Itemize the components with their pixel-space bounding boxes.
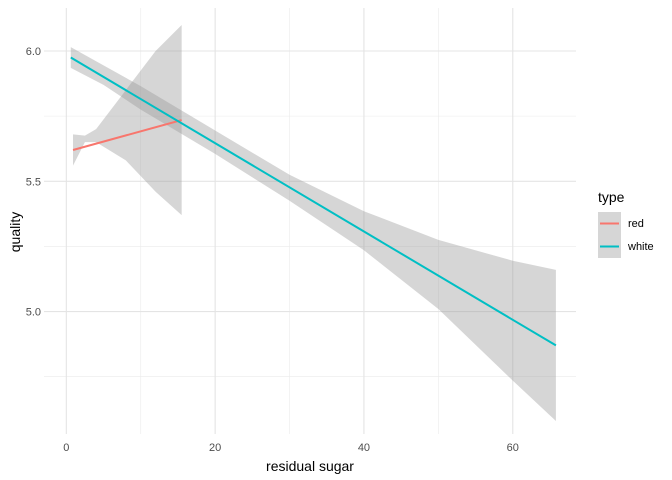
x-tick-label: 0 [63,442,69,454]
legend-items: red white [598,212,654,258]
confidence-band-white [70,47,556,421]
tick-labels: 0 20 40 60 5.0 5.5 6.0 [26,46,519,454]
grid-layer [44,8,576,434]
x-tick-label: 20 [209,442,221,454]
y-tick-label: 5.0 [26,307,41,319]
confidence-bands [70,24,556,421]
legend-label-red: red [628,218,644,230]
x-tick-label: 40 [358,442,370,454]
fit-lines [70,56,557,347]
legend-title: type [598,189,625,205]
confidence-band-red [73,24,182,216]
fit-line-white [70,56,557,347]
legend: type red white [598,189,654,258]
fit-line-red [72,119,182,151]
x-axis-title: residual sugar [266,458,354,474]
y-tick-label: 5.5 [26,176,41,188]
y-axis-title: quality [7,212,23,252]
x-tick-label: 60 [507,442,519,454]
legend-label-white: white [627,241,654,253]
y-tick-label: 6.0 [26,46,41,58]
